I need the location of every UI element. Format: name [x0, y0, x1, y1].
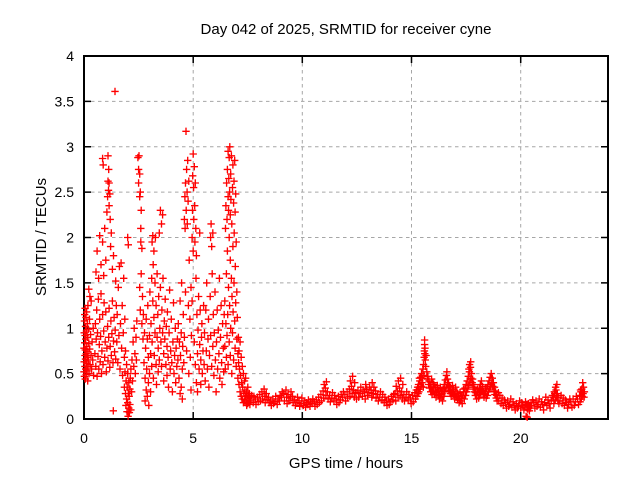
chart-title: Day 042 of 2025, SRMTID for receiver cyn…: [201, 21, 492, 38]
y-tick-label: 2.5: [55, 184, 75, 200]
x-tick-label: 10: [295, 430, 311, 446]
x-axis-label: GPS time / hours: [289, 455, 403, 472]
y-tick-label: 2: [66, 230, 74, 246]
y-tick-label: 3: [66, 139, 74, 155]
x-tick-label: 15: [404, 430, 420, 446]
y-tick-label: 1.5: [55, 275, 75, 291]
y-tick-label: 1: [66, 320, 74, 336]
x-tick-labels: 0 5 10 15 20: [80, 430, 529, 446]
y-tick-label: 0.5: [55, 366, 75, 382]
x-tick-label: 0: [80, 430, 88, 446]
y-tick-label: 0: [66, 411, 74, 427]
x-tick-label: 20: [513, 430, 529, 446]
x-tick-label: 5: [189, 430, 197, 446]
y-tick-label: 4: [66, 48, 74, 64]
data-points: [80, 87, 589, 421]
y-axis-label: SRMTID / TECUs: [33, 178, 50, 296]
gridlines: [84, 56, 608, 419]
y-tick-labels: 0 0.5 1 1.5 2 2.5 3 3.5 4: [55, 48, 75, 427]
y-tick-label: 3.5: [55, 93, 75, 109]
